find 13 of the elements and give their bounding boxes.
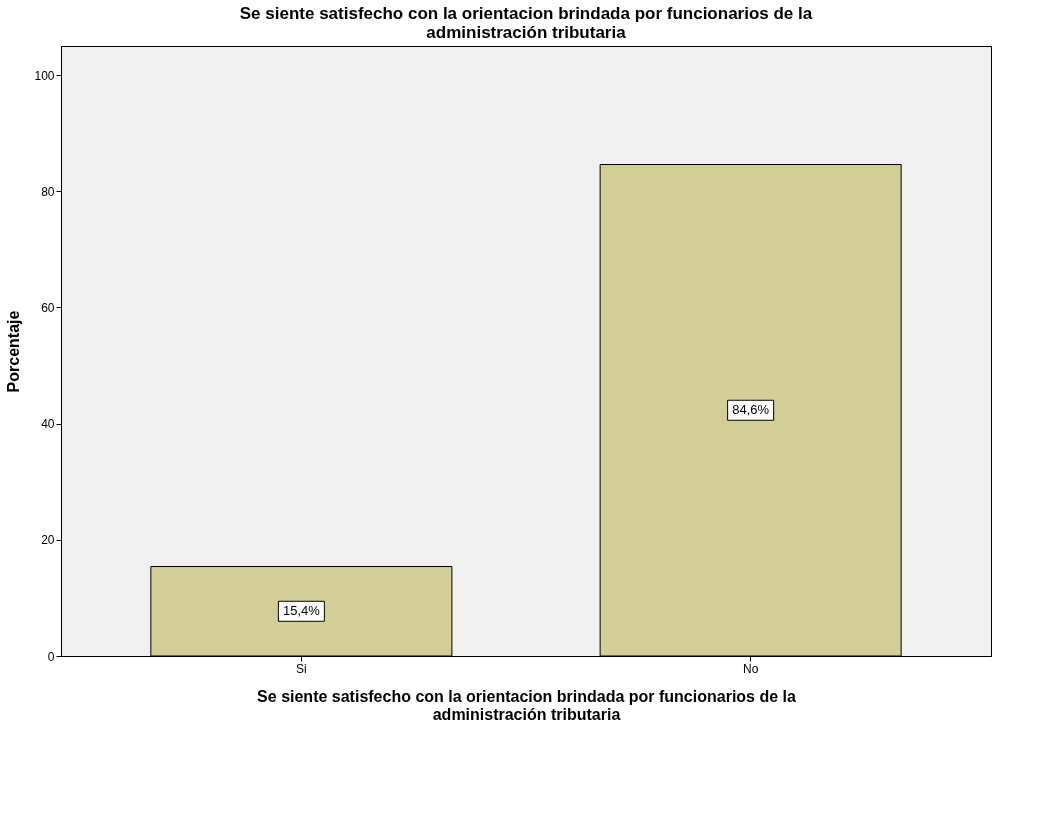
y-tick-label: 40: [41, 417, 55, 432]
y-tick-label: 0: [47, 649, 55, 664]
y-tick-label: 80: [41, 184, 55, 199]
y-tick-label: 20: [41, 533, 55, 548]
data-label: 84,6%: [732, 402, 770, 418]
x-axis-title: Se siente satisfecho con la orientacion brindada por funcionarios de la administración tributaria: [257, 687, 796, 723]
y-tick-label: 100: [34, 68, 55, 83]
y-axis-title: Porcentaje: [5, 310, 23, 393]
x-tick-label: No: [742, 661, 759, 676]
y-tick-label: 60: [41, 300, 55, 315]
x-tick-label: Si: [296, 661, 307, 676]
data-label: 15,4%: [282, 603, 321, 619]
chart-title: Se siente satisfecho con la orientacion brindada por funcionarios de la administración tributaria: [239, 4, 813, 42]
